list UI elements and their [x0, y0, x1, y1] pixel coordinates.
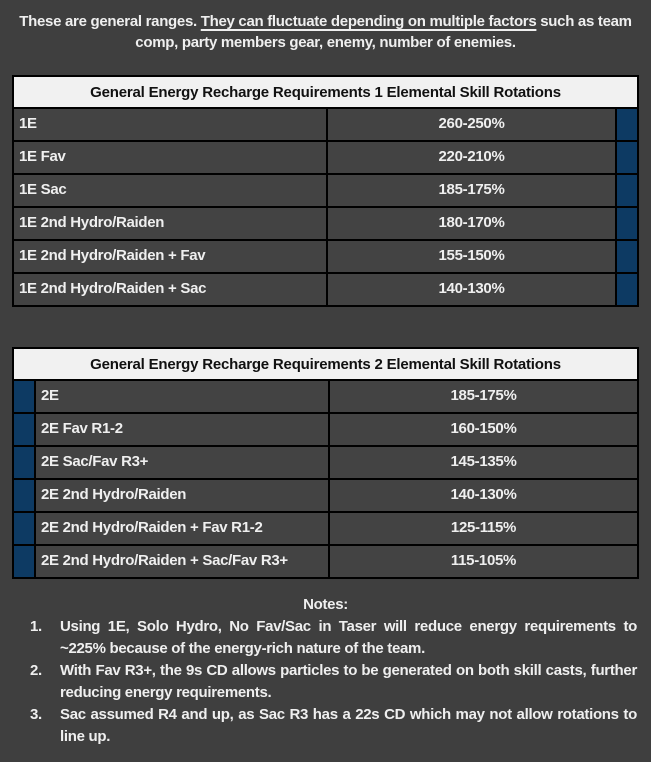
- row-value-cell: 140-130%: [328, 274, 617, 305]
- notes-list: 1. Using 1E, Solo Hydro, No Fav/Sac in T…: [30, 616, 637, 748]
- accent-cell: [617, 142, 637, 173]
- table-row: 2E 185-175%: [14, 381, 637, 414]
- accent-cell: [617, 274, 637, 305]
- intro-text-after: such as team comp, party members gear, e…: [135, 13, 632, 51]
- row-value-cell: 115-105%: [450, 552, 517, 569]
- note-item: 1. Using 1E, Solo Hydro, No Fav/Sac in T…: [30, 616, 637, 660]
- note-item: 2. With Fav R3+, the 9s CD allows partic…: [30, 660, 637, 704]
- row-value-cell: 185-175%: [328, 175, 617, 206]
- accent-cell: [14, 513, 34, 544]
- table-row: 1E 2nd Hydro/Raiden + Fav 155-150%: [14, 241, 637, 274]
- notes-heading: Notes:: [303, 596, 348, 613]
- table-1e-rotations: General Energy Recharge Requirements 1 E…: [12, 75, 639, 307]
- accent-cell: [14, 546, 34, 577]
- row-label-cell: 1E 2nd Hydro/Raiden: [14, 208, 328, 239]
- row-value-cell: 125-115%: [450, 519, 517, 536]
- accent-cell: [617, 175, 637, 206]
- accent-cell: [14, 447, 34, 478]
- note-text: Sac assumed R4 and up, as Sac R3 has a 2…: [60, 706, 637, 745]
- row-value-cell: 140-130%: [450, 486, 517, 503]
- table-2-title: General Energy Recharge Requirements 2 E…: [14, 349, 637, 381]
- intro-text-before: These are general ranges.: [19, 13, 201, 30]
- table-2e-rotations: General Energy Recharge Requirements 2 E…: [12, 347, 639, 579]
- table-row: 2E 2nd Hydro/Raiden + Fav R1-2 125-115%: [14, 513, 637, 546]
- intro-text-underlined: They can fluctuate depending on multiple…: [200, 13, 537, 30]
- table-row: 1E 260-250%: [14, 109, 637, 142]
- row-label-cell: 1E 2nd Hydro/Raiden + Fav: [14, 241, 328, 272]
- row-label-cell: 2E 2nd Hydro/Raiden + Fav R1-2: [34, 513, 330, 544]
- note-number: 1.: [30, 618, 42, 635]
- row-value-cell: 220-210%: [328, 142, 617, 173]
- note-number: 2.: [30, 662, 42, 679]
- table-row: 1E Fav 220-210%: [14, 142, 637, 175]
- row-label-cell: 1E Fav: [14, 142, 328, 173]
- table-row: 2E 2nd Hydro/Raiden 140-130%: [14, 480, 637, 513]
- table-row: 1E 2nd Hydro/Raiden 180-170%: [14, 208, 637, 241]
- table-row: 2E Fav R1-2 160-150%: [14, 414, 637, 447]
- table-row: 2E Sac/Fav R3+ 145-135%: [14, 447, 637, 480]
- row-value-cell: 180-170%: [328, 208, 617, 239]
- row-label-cell: 2E Sac/Fav R3+: [34, 447, 330, 478]
- row-label-cell: 2E 2nd Hydro/Raiden + Sac/Fav R3+: [34, 546, 330, 577]
- intro-paragraph: These are general ranges. They can fluct…: [0, 0, 651, 53]
- accent-cell: [617, 208, 637, 239]
- row-label-cell: 2E Fav R1-2: [34, 414, 330, 445]
- note-text: Using 1E, Solo Hydro, No Fav/Sac in Tase…: [60, 618, 637, 657]
- row-value-cell: 185-175%: [450, 387, 517, 404]
- row-label-cell: 1E 2nd Hydro/Raiden + Sac: [14, 274, 328, 305]
- accent-cell: [617, 109, 637, 140]
- table-row: 1E Sac 185-175%: [14, 175, 637, 208]
- accent-cell: [14, 480, 34, 511]
- accent-cell: [14, 381, 34, 412]
- row-label-cell: 2E: [34, 381, 330, 412]
- row-value-cell: 160-150%: [450, 420, 517, 437]
- row-value-cell: 260-250%: [328, 109, 617, 140]
- row-label-cell: 2E 2nd Hydro/Raiden: [34, 480, 330, 511]
- note-number: 3.: [30, 706, 42, 723]
- row-value-cell: 155-150%: [328, 241, 617, 272]
- table-1-title: General Energy Recharge Requirements 1 E…: [14, 77, 637, 109]
- row-label-cell: 1E: [14, 109, 328, 140]
- row-label-cell: 1E Sac: [14, 175, 328, 206]
- table-row: 2E 2nd Hydro/Raiden + Sac/Fav R3+ 115-10…: [14, 546, 637, 577]
- note-text: With Fav R3+, the 9s CD allows particles…: [60, 662, 637, 701]
- accent-cell: [617, 241, 637, 272]
- notes-section: Notes: 1. Using 1E, Solo Hydro, No Fav/S…: [0, 594, 651, 748]
- note-item: 3. Sac assumed R4 and up, as Sac R3 has …: [30, 704, 637, 748]
- accent-cell: [14, 414, 34, 445]
- row-value-cell: 145-135%: [450, 453, 517, 470]
- table-row: 1E 2nd Hydro/Raiden + Sac 140-130%: [14, 274, 637, 305]
